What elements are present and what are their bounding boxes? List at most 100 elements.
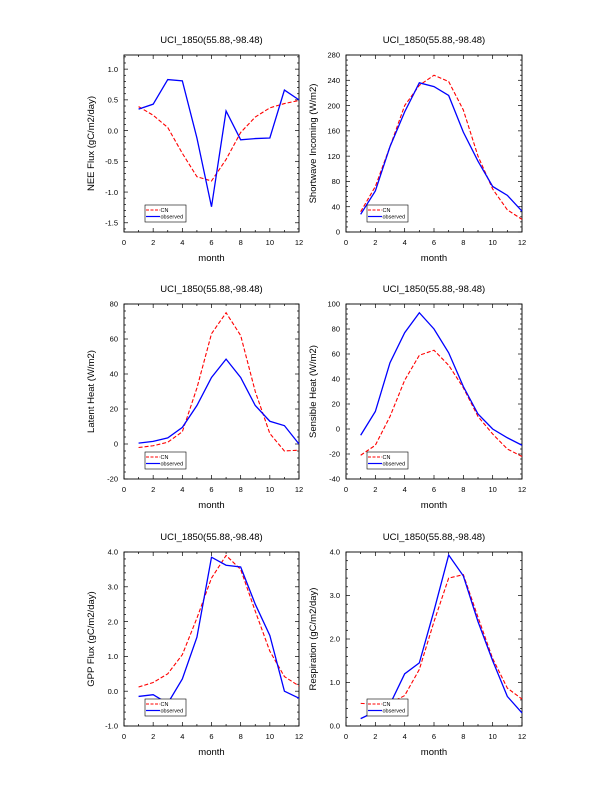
x-tick-label: 8 <box>461 485 465 494</box>
series-line-observed <box>360 82 523 215</box>
y-axis-label: NEE Flux (gC/m2/day) <box>86 96 97 191</box>
x-tick-label: 4 <box>180 485 184 494</box>
chart-panel-1: UCI_1850(55.88,-98.48) 0 2 4 6 8 10 12 -1.5 -1.0 -… <box>86 35 303 264</box>
y-tick-label: -1.0 <box>105 188 118 197</box>
x-axis-label: month <box>198 747 224 758</box>
y-tick-label: -0.5 <box>105 157 118 166</box>
x-tick-label: 10 <box>488 732 496 741</box>
x-tick-label: 12 <box>295 732 303 741</box>
legend-label: observed <box>161 462 184 468</box>
x-tick-label: 12 <box>295 238 303 247</box>
y-tick-label: 100 <box>327 300 340 309</box>
y-axis-label: Latent Heat (W/m2) <box>86 350 97 433</box>
x-tick-label: 10 <box>266 485 274 494</box>
x-tick-label: 10 <box>488 238 496 247</box>
y-tick-label: 0 <box>336 425 340 434</box>
y-axis-label: Sensible Heat (W/m2) <box>308 345 319 438</box>
y-tick-label: 0.0 <box>108 687 118 696</box>
y-tick-label: 60 <box>110 335 118 344</box>
series-line-observed <box>138 78 300 207</box>
series-line-cn <box>360 349 523 457</box>
chart-title: UCI_1850(55.88,-98.48) <box>160 284 262 295</box>
y-axis-label: Respiration (gC/m2/day) <box>308 588 319 691</box>
x-tick-label: 2 <box>373 485 377 494</box>
y-tick-label: 1.0 <box>108 65 118 74</box>
y-tick-label: 40 <box>332 202 340 211</box>
chart-title: UCI_1850(55.88,-98.48) <box>383 284 485 295</box>
series-line-cn <box>138 554 300 688</box>
x-tick-label: 0 <box>344 732 348 741</box>
y-tick-label: 80 <box>110 300 118 309</box>
y-tick-label: 40 <box>332 375 340 384</box>
y-tick-label: 20 <box>332 400 340 409</box>
legend-label: CN <box>383 208 391 214</box>
x-axis-label: month <box>421 500 447 511</box>
y-tick-label: 160 <box>327 127 340 136</box>
x-tick-label: 12 <box>518 485 526 494</box>
chart-title: UCI_1850(55.88,-98.48) <box>160 532 262 543</box>
x-axis-label: month <box>198 500 224 511</box>
legend-box <box>366 204 409 223</box>
legend-box <box>144 451 187 470</box>
chart-panel-3: UCI_1850(55.88,-98.48) 0 2 4 6 8 10 12 -20 0 20 40 6… <box>86 284 303 511</box>
chart-panel-4: UCI_1850(55.88,-98.48) 0 2 4 6 8 10 12 -40 -20 0 20… <box>308 284 526 511</box>
x-tick-label: 0 <box>122 732 126 741</box>
series-line-cn <box>360 573 523 705</box>
legend-label: observed <box>383 709 406 715</box>
chart-title: UCI_1850(55.88,-98.48) <box>383 532 485 543</box>
x-tick-label: 4 <box>403 485 407 494</box>
y-tick-label: 2.0 <box>330 635 340 644</box>
legend-box <box>366 698 409 717</box>
y-tick-label: 40 <box>110 370 118 379</box>
y-tick-label: 0 <box>114 440 118 449</box>
legend-label: observed <box>161 709 184 715</box>
x-tick-label: 2 <box>151 732 155 741</box>
x-axis-label: month <box>421 747 447 758</box>
y-tick-label: 3.0 <box>330 591 340 600</box>
x-tick-label: 0 <box>122 238 126 247</box>
legend-box <box>144 698 187 717</box>
x-tick-label: 4 <box>403 238 407 247</box>
x-tick-label: 6 <box>209 238 213 247</box>
y-tick-label: 240 <box>327 76 340 85</box>
y-tick-label: 80 <box>332 177 340 186</box>
y-tick-label: -20 <box>107 475 118 484</box>
legend-label: observed <box>383 215 406 221</box>
legend-label: CN <box>161 455 169 461</box>
series-line-cn <box>138 99 300 182</box>
y-tick-label: 1.0 <box>108 652 118 661</box>
x-tick-label: 8 <box>461 732 465 741</box>
x-tick-label: 2 <box>373 732 377 741</box>
x-tick-label: 6 <box>209 732 213 741</box>
y-axis-label: Shortwave Incoming (W/m2) <box>308 84 319 204</box>
chart-panel-2: UCI_1850(55.88,-98.48)0 2 4 6 8 10 12040801201… <box>308 35 526 264</box>
x-tick-label: 6 <box>432 238 436 247</box>
y-tick-label: 2.0 <box>108 617 118 626</box>
y-tick-label: 3.0 <box>108 583 118 592</box>
x-axis-label: month <box>421 253 447 264</box>
x-tick-label: 2 <box>373 238 377 247</box>
y-tick-label: 200 <box>327 101 340 110</box>
legend-label: observed <box>161 215 184 221</box>
y-tick-label: 1.0 <box>330 678 340 687</box>
x-tick-label: 0 <box>344 485 348 494</box>
legend-label: CN <box>383 455 391 461</box>
chart-panel-5: UCI_1850(55.88,-98.48) 0 2 4 6 8 10 12 -1.0 0.0 1.… <box>86 532 303 758</box>
chart-title: UCI_1850(55.88,-98.48) <box>383 35 485 46</box>
legend-label: CN <box>383 702 391 708</box>
x-tick-label: 6 <box>432 732 436 741</box>
x-tick-label: 4 <box>403 732 407 741</box>
x-tick-label: 6 <box>209 485 213 494</box>
x-tick-label: 2 <box>151 238 155 247</box>
x-tick-label: 8 <box>239 732 243 741</box>
x-tick-label: 2 <box>151 485 155 494</box>
y-tick-label: 280 <box>327 51 340 60</box>
y-axis-label: GPP Flux (gC/m2/day) <box>86 591 97 686</box>
y-tick-label: 4.0 <box>108 548 118 557</box>
